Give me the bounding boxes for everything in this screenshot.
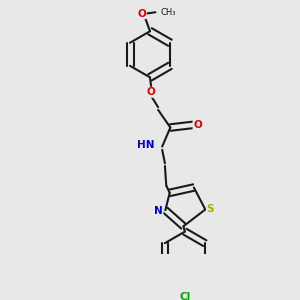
- Text: O: O: [193, 120, 202, 130]
- Text: CH₃: CH₃: [161, 8, 176, 17]
- Text: O: O: [147, 87, 156, 97]
- Text: HN: HN: [137, 140, 155, 150]
- Text: S: S: [206, 204, 214, 214]
- Text: O: O: [137, 9, 146, 19]
- Text: N: N: [154, 206, 163, 216]
- Text: Cl: Cl: [179, 292, 190, 300]
